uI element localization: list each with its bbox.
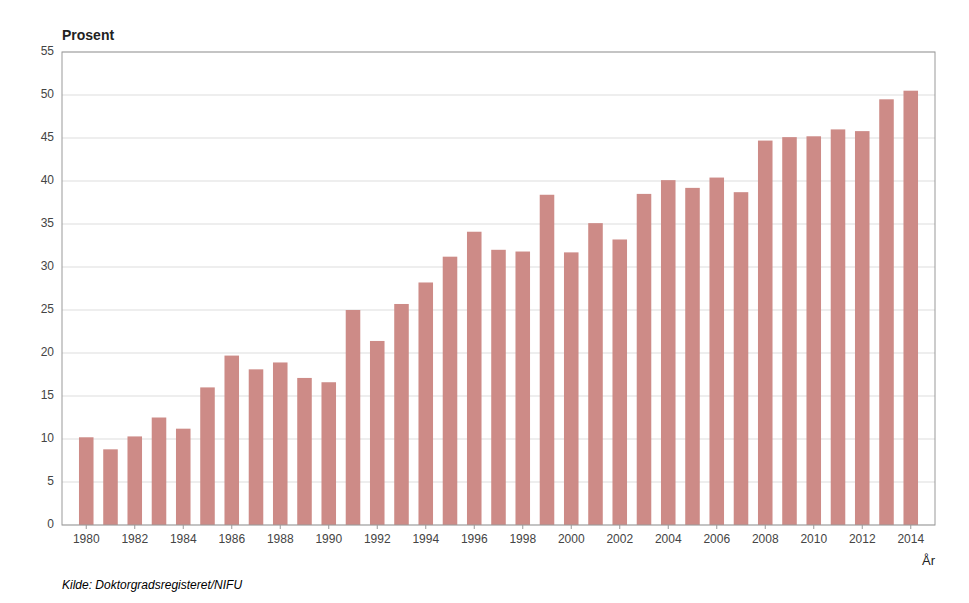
x-tick (571, 525, 572, 529)
y-tick-labels: 0 5 10 15 20 25 30 35 40 45 50 55 (41, 44, 55, 531)
bar (685, 188, 700, 525)
bar (903, 91, 918, 525)
y-tick-label: 20 (41, 345, 55, 359)
bar (515, 252, 530, 525)
bar (249, 369, 264, 525)
x-tick-label: 1990 (315, 532, 342, 546)
x-tick (522, 525, 523, 529)
x-tick-label: 1980 (73, 532, 100, 546)
bar (321, 382, 336, 525)
grid-line (62, 224, 935, 225)
x-tick (668, 525, 669, 529)
x-tick-label: 1992 (364, 532, 391, 546)
x-tick (377, 525, 378, 529)
x-tick (425, 525, 426, 529)
x-tick (862, 525, 863, 529)
bar (297, 378, 312, 525)
bar (346, 310, 361, 525)
x-tick (231, 525, 232, 529)
y-tick-label: 50 (41, 87, 55, 101)
y-tick-label: 15 (41, 388, 55, 402)
y-tick-label: 45 (41, 130, 55, 144)
bar (491, 250, 506, 525)
bars (79, 91, 918, 525)
x-tick-label: 1996 (461, 532, 488, 546)
bar (103, 449, 118, 525)
x-tick (474, 525, 475, 529)
x-tick (716, 525, 717, 529)
x-tick (134, 525, 135, 529)
source-note: Kilde: Doktorgradsregisteret/NIFU (62, 578, 242, 592)
x-tick-label: 1982 (121, 532, 148, 546)
grid-line (62, 181, 935, 182)
y-tick-label: 30 (41, 259, 55, 273)
bar (831, 129, 846, 525)
x-ticks: 1980 1982 1984 1986 1988 1990 1992 1994 1996 1998… (73, 525, 925, 546)
x-tick-label: 2004 (655, 532, 682, 546)
bar (443, 257, 458, 525)
bar (564, 252, 579, 525)
x-tick-label: 2000 (558, 532, 585, 546)
x-tick-label: 2006 (703, 532, 730, 546)
bar (370, 341, 385, 525)
bar (806, 136, 821, 525)
bar (734, 192, 749, 525)
bar (540, 195, 555, 525)
bar (200, 387, 215, 525)
bar (79, 437, 94, 525)
bar (418, 282, 433, 525)
y-tick-label: 10 (41, 431, 55, 445)
x-tick-label: 1984 (170, 532, 197, 546)
x-tick-label: 2014 (897, 532, 924, 546)
bar (661, 180, 676, 525)
bar (612, 239, 627, 525)
y-tick-label: 35 (41, 216, 55, 230)
chart-svg: 0510152025303540455055198019821984198619… (0, 0, 969, 603)
x-tick (328, 525, 329, 529)
x-tick (765, 525, 766, 529)
x-tick (183, 525, 184, 529)
bar (588, 223, 603, 525)
grid-line (62, 95, 935, 96)
x-tick-label: 2010 (800, 532, 827, 546)
bar (394, 304, 409, 525)
x-tick (86, 525, 87, 529)
x-tick (813, 525, 814, 529)
bar (273, 362, 288, 525)
bar (467, 232, 482, 525)
bar (782, 137, 797, 525)
x-tick-label: 1986 (218, 532, 245, 546)
y-tick-label: 40 (41, 173, 55, 187)
bar (637, 194, 652, 525)
plot-frame (62, 52, 935, 525)
bar (224, 356, 239, 525)
bar (758, 141, 773, 525)
x-tick (910, 525, 911, 529)
y-tick-label: 55 (41, 44, 55, 58)
y-tick-label: 25 (41, 302, 55, 316)
bar (879, 99, 894, 525)
x-tick-label: 1994 (412, 532, 439, 546)
x-tick-label: 2008 (752, 532, 779, 546)
x-tick-label: 1988 (267, 532, 294, 546)
x-tick (619, 525, 620, 529)
chart-container: 0510152025303540455055198019821984198619… (0, 0, 969, 603)
x-tick-label: 1998 (509, 532, 536, 546)
x-tick-label: 2012 (849, 532, 876, 546)
y-tick-label: 0 (47, 517, 54, 531)
bar (176, 429, 191, 525)
bar (709, 178, 724, 525)
grid-line (62, 138, 935, 139)
x-tick-label: 2002 (606, 532, 633, 546)
bar (127, 436, 142, 525)
x-tick (280, 525, 281, 529)
bar (152, 418, 167, 526)
y-grid (62, 52, 935, 525)
bar (855, 131, 870, 525)
x-axis-label: År (922, 553, 936, 568)
y-tick-label: 5 (47, 474, 54, 488)
y-axis-label: Prosent (62, 27, 114, 43)
